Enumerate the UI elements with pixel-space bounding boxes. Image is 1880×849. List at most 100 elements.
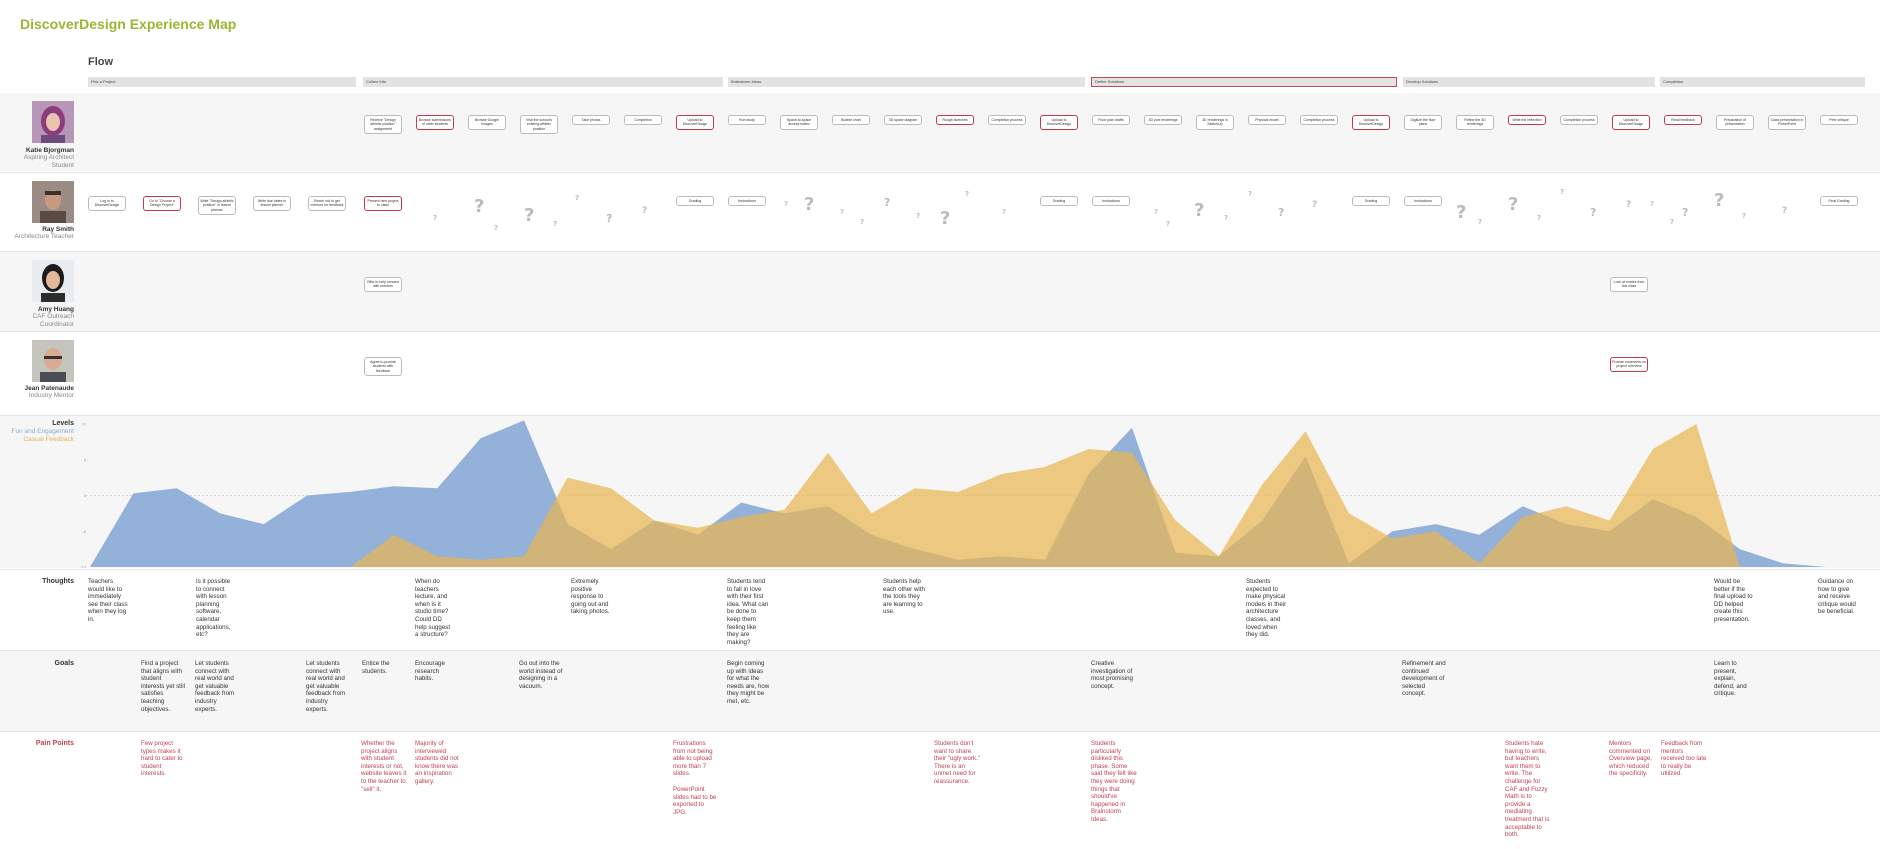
question-mark-icon: ?: [1166, 220, 1170, 228]
question-mark-icon: ?: [1248, 190, 1252, 198]
ray-card[interactable]: Go to "Choose a Design Project": [143, 196, 181, 211]
ray-card[interactable]: Write "Design athletic position" in less…: [198, 196, 236, 215]
phase-pick-project[interactable]: Pick a Project: [88, 77, 356, 87]
thought-note: When do teachers lecture, and when is it…: [415, 578, 455, 639]
thought-note: Guidance on how to give and receive crit…: [1818, 578, 1860, 616]
katie-card[interactable]: Read feedback: [1664, 115, 1702, 125]
amy-card[interactable]: Offer to help connect with mentors: [364, 277, 402, 292]
katie-card[interactable]: Completion process: [988, 115, 1026, 125]
thought-note: Students help each other with the tools …: [883, 578, 925, 616]
ray-card[interactable]: Instructions: [1404, 196, 1442, 206]
thought-note: Is it possible to connect with lesson pl…: [196, 578, 236, 639]
katie-card[interactable]: Space-to-space access matrix: [780, 115, 818, 130]
persona-role: Aspiring Architect: [0, 154, 74, 162]
ray-card[interactable]: Grading: [676, 196, 714, 206]
amy-card[interactable]: Look at entries from this class: [1610, 277, 1648, 292]
katie-card[interactable]: Completion process: [1560, 115, 1598, 125]
divider: [0, 251, 1880, 252]
question-mark-icon: ?: [1650, 200, 1654, 208]
levels-chart: 1050-5-10: [0, 416, 1880, 568]
band-goals: [0, 651, 1880, 731]
katie-card[interactable]: Bubble chart: [832, 115, 870, 125]
jean-card[interactable]: Provide comments on project overview: [1610, 357, 1648, 372]
ray-card[interactable]: Final Grading: [1820, 196, 1858, 206]
question-mark-icon: ?: [1002, 208, 1006, 216]
ray-card[interactable]: Present new project to class: [364, 196, 402, 211]
question-mark-icon: ?: [524, 205, 534, 226]
question-mark-icon: ?: [474, 196, 484, 217]
ray-card[interactable]: Grading: [1040, 196, 1078, 206]
pain-note: Students don't want to share their "ugly…: [934, 740, 980, 786]
ray-card[interactable]: Reach out to get mentors for feedback: [308, 196, 346, 211]
phase-brainstorm[interactable]: Brainstorm Ideas: [728, 77, 1085, 87]
katie-card[interactable]: Preparation of presentation: [1716, 115, 1754, 130]
question-mark-icon: ?: [1278, 206, 1284, 219]
thought-note: Students tend to fall in love with their…: [727, 578, 769, 646]
phase-develop-solutions[interactable]: Develop Solutions: [1403, 77, 1655, 87]
katie-card[interactable]: Browse submissions of other students: [416, 115, 454, 130]
pain-note: Students particularly disliked this phas…: [1091, 740, 1137, 824]
katie-card[interactable]: Write the reflection: [1508, 115, 1546, 125]
katie-card[interactable]: Upload to DiscoverDesign: [676, 115, 714, 130]
goal-note: Begin coming up with ideas for what the …: [727, 660, 771, 706]
katie-card[interactable]: Peer critique: [1820, 115, 1858, 125]
ray-card[interactable]: Write due dates in lesson planner: [253, 196, 291, 211]
question-mark-icon: ?: [1537, 214, 1541, 222]
question-mark-icon: ?: [1714, 190, 1724, 211]
goal-note: Learn to present, explain, defend, and c…: [1714, 660, 1754, 698]
question-mark-icon: ?: [1154, 208, 1158, 216]
katie-card[interactable]: Upload to DiscoverDesign: [1612, 115, 1650, 130]
katie-card[interactable]: Class presentation in PowerPoint: [1768, 115, 1806, 130]
goal-note: Let students connect with real world and…: [195, 660, 239, 713]
persona-role: Architecture Teacher: [0, 233, 74, 241]
question-mark-icon: ?: [1456, 202, 1466, 223]
ray-card[interactable]: Grading: [1352, 196, 1390, 206]
katie-card[interactable]: Physical model: [1248, 115, 1286, 125]
katie-card[interactable]: Upload to DiscoverDesign: [1040, 115, 1078, 130]
katie-card[interactable]: Upload to DiscoverDesign: [1352, 115, 1390, 130]
question-mark-icon: ?: [1560, 188, 1564, 196]
divider: [0, 650, 1880, 651]
band-jean: [0, 332, 1880, 415]
katie-card[interactable]: 3D renderings in SketchUp: [1196, 115, 1234, 130]
avatar-amy: [32, 260, 74, 302]
katie-card[interactable]: Visit the school's existing athletic pos…: [520, 115, 558, 134]
ray-card[interactable]: Instructions: [728, 196, 766, 206]
phase-collect-info[interactable]: Collect Info: [363, 77, 723, 87]
question-mark-icon: ?: [1478, 218, 1482, 226]
y-tick-label: 10: [82, 422, 87, 427]
katie-card[interactable]: Rough sketches: [936, 115, 974, 125]
katie-card[interactable]: 3D port renderings: [1144, 115, 1182, 125]
band-amy: [0, 252, 1880, 331]
katie-card[interactable]: Refine the 3D renderings: [1456, 115, 1494, 130]
persona-role: CAF Outreach: [0, 313, 74, 321]
ray-card[interactable]: Instructions: [1092, 196, 1130, 206]
katie-card[interactable]: Digitize the floor plans: [1404, 115, 1442, 130]
jean-card[interactable]: Agree to provide students with feedback: [364, 357, 402, 376]
katie-card[interactable]: Completion: [624, 115, 662, 125]
phase-completion[interactable]: Completion: [1660, 77, 1865, 87]
katie-card[interactable]: Receive "Design athletic position" assig…: [364, 115, 402, 134]
ray-card[interactable]: Log in to DiscoverDesign: [88, 196, 126, 211]
katie-card[interactable]: Browse Google Images: [468, 115, 506, 130]
katie-card[interactable]: 3D space diagram: [884, 115, 922, 125]
question-mark-icon: ?: [1194, 200, 1204, 221]
katie-card[interactable]: Run study: [728, 115, 766, 125]
katie-card[interactable]: Take photos: [572, 115, 610, 125]
goal-note: Creative investigation of most promising…: [1091, 660, 1135, 690]
katie-card[interactable]: Completion process: [1300, 115, 1338, 125]
goal-note: Encourage research habits.: [415, 660, 455, 683]
goal-note: Let students connect with real world and…: [306, 660, 350, 713]
question-mark-icon: ?: [916, 212, 920, 220]
goal-note: Refinement and continued development of …: [1402, 660, 1446, 698]
question-mark-icon: ?: [606, 212, 612, 225]
katie-card[interactable]: Floor plan drafts: [1092, 115, 1130, 125]
page-title: DiscoverDesign Experience Map: [20, 16, 236, 32]
question-mark-icon: ?: [1626, 200, 1631, 210]
phase-define-solutions[interactable]: Define Solutions: [1091, 77, 1397, 87]
persona-role: Industry Mentor: [0, 392, 74, 400]
question-mark-icon: ?: [1670, 218, 1674, 226]
question-mark-icon: ?: [494, 224, 498, 232]
question-mark-icon: ?: [1782, 206, 1787, 216]
thought-note: Teachers would like to immediately see t…: [88, 578, 130, 624]
